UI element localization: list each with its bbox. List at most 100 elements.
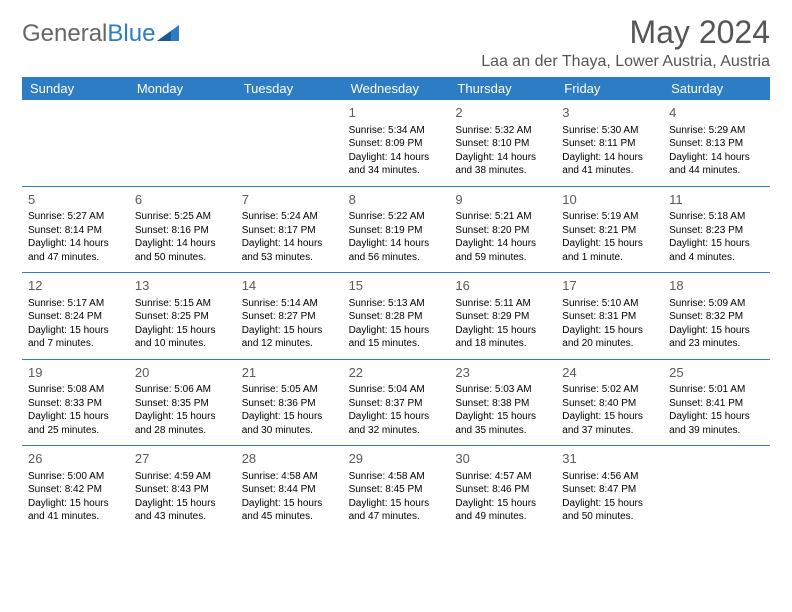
day-cell: 2Sunrise: 5:32 AMSunset: 8:10 PMDaylight…: [449, 100, 556, 186]
day-info-line: Sunset: 8:25 PM: [135, 310, 230, 324]
day-info-line: Sunset: 8:23 PM: [669, 224, 764, 238]
day-info-line: Sunset: 8:16 PM: [135, 224, 230, 238]
day-info-line: Sunrise: 5:21 AM: [455, 210, 550, 224]
day-cell: 22Sunrise: 5:04 AMSunset: 8:37 PMDayligh…: [343, 360, 450, 446]
day-cell: 9Sunrise: 5:21 AMSunset: 8:20 PMDaylight…: [449, 187, 556, 273]
day-info-line: Sunset: 8:10 PM: [455, 137, 550, 151]
day-info-line: Sunset: 8:28 PM: [349, 310, 444, 324]
day-cell: 19Sunrise: 5:08 AMSunset: 8:33 PMDayligh…: [22, 360, 129, 446]
day-number: 2: [455, 104, 550, 122]
day-number: 5: [28, 191, 123, 209]
day-info-line: Sunrise: 5:24 AM: [242, 210, 337, 224]
day-info-line: Sunrise: 5:10 AM: [562, 297, 657, 311]
day-info-line: and 18 minutes.: [455, 337, 550, 351]
day-info-line: Sunrise: 4:58 AM: [242, 470, 337, 484]
day-info-line: Daylight: 15 hours: [349, 324, 444, 338]
day-info-line: and 30 minutes.: [242, 424, 337, 438]
day-info-line: Sunset: 8:13 PM: [669, 137, 764, 151]
day-info-line: Sunset: 8:24 PM: [28, 310, 123, 324]
day-info-line: and 45 minutes.: [242, 510, 337, 524]
dayname-tue: Tuesday: [236, 77, 343, 100]
day-info-line: Sunrise: 5:14 AM: [242, 297, 337, 311]
day-info-line: Sunset: 8:17 PM: [242, 224, 337, 238]
day-cell: 3Sunrise: 5:30 AMSunset: 8:11 PMDaylight…: [556, 100, 663, 186]
day-info-line: Sunset: 8:35 PM: [135, 397, 230, 411]
day-info-line: Sunrise: 5:09 AM: [669, 297, 764, 311]
day-info-line: and 4 minutes.: [669, 251, 764, 265]
day-cell: 6Sunrise: 5:25 AMSunset: 8:16 PMDaylight…: [129, 187, 236, 273]
day-info-line: and 44 minutes.: [669, 164, 764, 178]
day-cell: 14Sunrise: 5:14 AMSunset: 8:27 PMDayligh…: [236, 273, 343, 359]
day-info-line: Sunset: 8:11 PM: [562, 137, 657, 151]
day-info-line: Sunrise: 5:02 AM: [562, 383, 657, 397]
dayname-sun: Sunday: [22, 77, 129, 100]
logo-text-blue: Blue: [107, 20, 155, 48]
location: Laa an der Thaya, Lower Austria, Austria: [481, 53, 770, 71]
day-info-line: and 59 minutes.: [455, 251, 550, 265]
day-info-line: Sunset: 8:42 PM: [28, 483, 123, 497]
day-info-line: Daylight: 15 hours: [135, 410, 230, 424]
day-info-line: and 43 minutes.: [135, 510, 230, 524]
day-info-line: and 53 minutes.: [242, 251, 337, 265]
day-info-line: Daylight: 14 hours: [349, 151, 444, 165]
header-row: GeneralBlue May 2024 Laa an der Thaya, L…: [22, 14, 770, 71]
day-number: 23: [455, 364, 550, 382]
day-info-line: Daylight: 15 hours: [455, 497, 550, 511]
day-info-line: Sunrise: 5:27 AM: [28, 210, 123, 224]
day-number: 10: [562, 191, 657, 209]
day-info-line: Daylight: 14 hours: [455, 237, 550, 251]
day-info-line: Daylight: 14 hours: [455, 151, 550, 165]
day-cell: 7Sunrise: 5:24 AMSunset: 8:17 PMDaylight…: [236, 187, 343, 273]
day-header: Sunday Monday Tuesday Wednesday Thursday…: [22, 77, 770, 100]
dayname-fri: Friday: [556, 77, 663, 100]
day-info-line: Sunrise: 5:04 AM: [349, 383, 444, 397]
day-info-line: Sunrise: 5:13 AM: [349, 297, 444, 311]
day-info-line: Sunset: 8:20 PM: [455, 224, 550, 238]
day-info-line: and 41 minutes.: [562, 164, 657, 178]
day-info-line: Daylight: 15 hours: [28, 497, 123, 511]
day-info-line: Daylight: 15 hours: [562, 497, 657, 511]
day-cell: 26 Sunrise: 5:00 AMSunset: 8:42 PMDayligh…: [22, 446, 129, 532]
day-cell: 13Sunrise: 5:15 AMSunset: 8:25 PMDayligh…: [129, 273, 236, 359]
day-cell: 18Sunrise: 5:09 AMSunset: 8:32 PMDayligh…: [663, 273, 770, 359]
day-cell: 1Sunrise: 5:34 AMSunset: 8:09 PMDaylight…: [343, 100, 450, 186]
day-info-line: and 10 minutes.: [135, 337, 230, 351]
day-info-line: Sunset: 8:21 PM: [562, 224, 657, 238]
day-info-line: Sunrise: 5:00 AM: [28, 470, 123, 484]
title-block: May 2024 Laa an der Thaya, Lower Austria…: [481, 14, 770, 71]
day-cell: 23Sunrise: 5:03 AMSunset: 8:38 PMDayligh…: [449, 360, 556, 446]
day-info-line: Daylight: 15 hours: [455, 324, 550, 338]
day-info-line: Sunrise: 4:59 AM: [135, 470, 230, 484]
day-info-line: Sunrise: 4:58 AM: [349, 470, 444, 484]
day-info-line: and 1 minute.: [562, 251, 657, 265]
day-info-line: Sunset: 8:09 PM: [349, 137, 444, 151]
day-cell: 27Sunrise: 4:59 AMSunset: 8:43 PMDayligh…: [129, 446, 236, 532]
day-info-line: Sunset: 8:43 PM: [135, 483, 230, 497]
day-number: 7: [242, 191, 337, 209]
day-cell: 10Sunrise: 5:19 AMSunset: 8:21 PMDayligh…: [556, 187, 663, 273]
logo: GeneralBlue: [22, 14, 179, 48]
day-info-line: Daylight: 15 hours: [242, 324, 337, 338]
day-info-line: Daylight: 15 hours: [242, 410, 337, 424]
day-number: 20: [135, 364, 230, 382]
day-info-line: and 35 minutes.: [455, 424, 550, 438]
day-cell: 21Sunrise: 5:05 AMSunset: 8:36 PMDayligh…: [236, 360, 343, 446]
day-info-line: Sunset: 8:36 PM: [242, 397, 337, 411]
day-info-line: and 12 minutes.: [242, 337, 337, 351]
day-info-line: Sunrise: 5:15 AM: [135, 297, 230, 311]
day-info-line: and 7 minutes.: [28, 337, 123, 351]
week-row: 26Sunrise: 5:00 AMSunset: 8:42 PMDayligh…: [22, 446, 770, 532]
week-row: 19Sunrise: 5:08 AMSunset: 8:33 PMDayligh…: [22, 360, 770, 447]
day-info-line: Sunset: 8:33 PM: [28, 397, 123, 411]
day-cell: 16Sunrise: 5:11 AMSunset: 8:29 PMDayligh…: [449, 273, 556, 359]
day-cell: 24Sunrise: 5:02 AMSunset: 8:40 PMDayligh…: [556, 360, 663, 446]
dayname-wed: Wednesday: [343, 77, 450, 100]
day-number: 26: [28, 450, 123, 468]
day-info-line: and 28 minutes.: [135, 424, 230, 438]
day-info-line: Sunrise: 5:08 AM: [28, 383, 123, 397]
day-info-line: and 25 minutes.: [28, 424, 123, 438]
day-info-line: and 23 minutes.: [669, 337, 764, 351]
day-info-line: Sunrise: 5:18 AM: [669, 210, 764, 224]
day-info-line: Sunset: 8:14 PM: [28, 224, 123, 238]
day-info-line: Sunrise: 5:01 AM: [669, 383, 764, 397]
